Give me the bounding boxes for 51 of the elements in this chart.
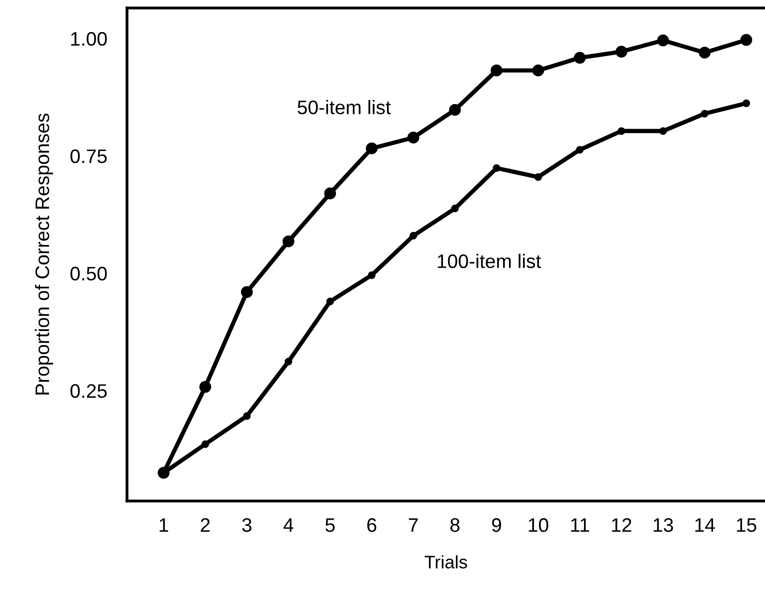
x-tick-label: 10 (528, 518, 548, 532)
point (742, 99, 750, 108)
x-tick-label: 2 (200, 518, 210, 532)
point (407, 132, 420, 144)
y-tick-label: 1.00 (71, 32, 107, 46)
point (492, 164, 500, 172)
point (201, 440, 210, 448)
point (449, 104, 461, 116)
x-tick-label: 13 (654, 518, 673, 532)
point (698, 46, 711, 59)
point (199, 381, 212, 393)
y-tick-label: 0.50 (70, 266, 107, 281)
point (410, 232, 418, 240)
point (659, 127, 667, 135)
point (326, 298, 334, 306)
x-tick-label: 11 (571, 518, 589, 532)
point (451, 204, 459, 212)
series-label: 50-item list (298, 100, 391, 114)
point (324, 188, 336, 200)
x-tick-label: 14 (695, 518, 715, 532)
point (618, 127, 626, 135)
point (740, 34, 752, 46)
point (657, 34, 669, 46)
point (240, 286, 253, 298)
x-tick-label: 7 (408, 518, 418, 532)
x-tick-label: 5 (325, 518, 335, 532)
x-tick-label: 6 (367, 518, 376, 532)
series-label: 100-item list (438, 254, 542, 268)
x-tick-label: 3 (242, 518, 252, 532)
point (284, 358, 292, 366)
x-tick-label: 4 (284, 518, 294, 532)
x-tick-label: 1 (160, 518, 168, 532)
x-tick-label: 15 (736, 518, 756, 532)
point (700, 110, 708, 118)
y-tick-label: 0.75 (70, 149, 107, 164)
point (534, 173, 542, 181)
x-tick-label: 12 (612, 518, 632, 532)
y-tick-label: 0.25 (70, 384, 107, 398)
y-axis-title: Proportion of Correct Responses (34, 114, 54, 394)
point (243, 412, 251, 420)
point (368, 271, 376, 279)
x-tick-label: 8 (450, 518, 460, 532)
point (616, 46, 628, 58)
point (366, 142, 378, 154)
x-axis-title: Trials (424, 555, 468, 568)
point (574, 52, 586, 64)
point (490, 64, 502, 76)
point (576, 146, 584, 154)
x-tick-label: 9 (492, 518, 502, 532)
point (532, 64, 544, 76)
point (282, 235, 294, 248)
